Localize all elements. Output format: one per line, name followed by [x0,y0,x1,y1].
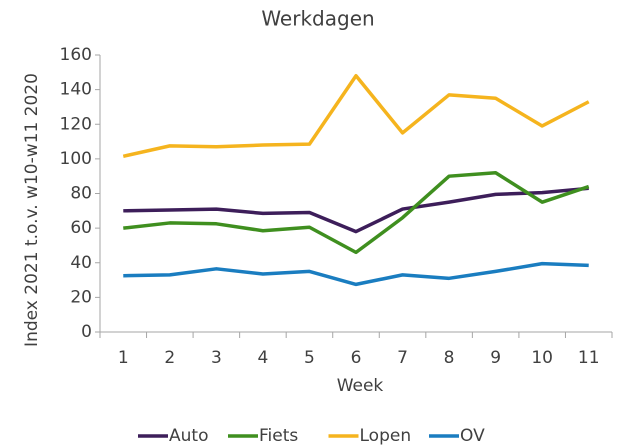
y-tick-label: 20 [70,287,92,307]
legend-label: Fiets [259,426,298,446]
series-line [122,74,590,158]
series-line [123,261,589,287]
x-tick-label: 10 [531,348,553,368]
x-tick-label: 4 [257,348,268,368]
y-tick-label: 120 [60,114,92,134]
y-tick-label: 100 [60,149,92,169]
legend-label: Lopen [360,426,412,446]
legend-label: Auto [169,426,208,446]
x-tick-label: 8 [444,348,455,368]
x-tick-label: 3 [211,348,222,368]
x-tick-label: 2 [164,348,175,368]
y-tick-label: 80 [70,184,92,204]
series-line [123,186,589,234]
x-tick-label: 7 [397,348,408,368]
x-tick-label: 9 [490,348,501,368]
y-tick-label: 140 [60,80,92,100]
y-tick-label: 0 [81,322,92,342]
x-tick-label: 5 [304,348,315,368]
series-line [123,170,590,255]
x-tick-label: 1 [118,348,129,368]
x-tick-label: 11 [578,348,600,368]
y-tick-label: 40 [70,253,92,273]
y-axis-label: Index 2021 t.o.v. w10-w11 2020 [22,73,42,347]
x-tick-label: 6 [351,348,362,368]
x-axis-label: Week [337,376,384,396]
chart-title: Werkdagen [261,7,374,31]
y-tick-label: 60 [70,218,92,238]
y-tick-label: 160 [60,45,92,65]
legend-label: OV [460,426,485,446]
